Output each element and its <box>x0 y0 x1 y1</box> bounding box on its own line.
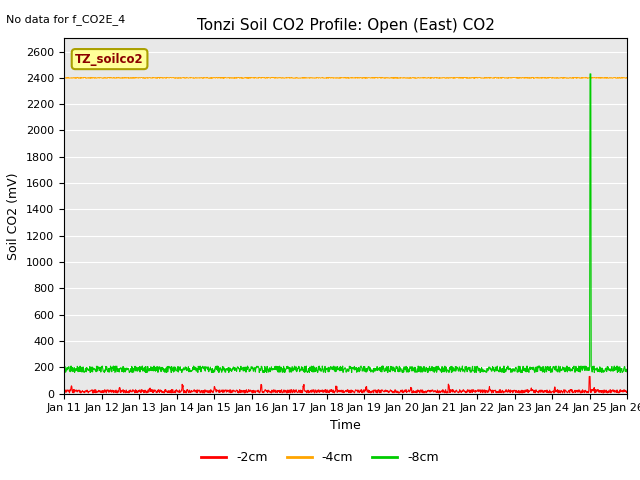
Line: -8cm: -8cm <box>64 74 627 372</box>
Line: -2cm: -2cm <box>64 376 627 393</box>
-2cm <box>248 390 256 396</box>
-8cm <box>186 365 193 371</box>
-4cm <box>623 75 631 81</box>
-4cm <box>434 75 442 81</box>
-8cm <box>623 369 631 375</box>
-2cm <box>557 389 564 395</box>
-4cm <box>268 74 276 80</box>
-2cm <box>433 390 441 396</box>
-4cm <box>508 75 515 81</box>
Text: TZ_soilco2: TZ_soilco2 <box>76 53 144 66</box>
-2cm <box>172 390 179 396</box>
-2cm <box>586 373 593 379</box>
-8cm <box>586 71 594 77</box>
Legend: -2cm, -4cm, -8cm: -2cm, -4cm, -8cm <box>196 446 444 469</box>
-4cm <box>172 75 179 81</box>
-2cm <box>60 387 68 393</box>
-8cm <box>591 370 598 375</box>
-2cm <box>623 389 631 395</box>
-2cm <box>186 389 193 395</box>
-4cm <box>248 75 256 81</box>
-4cm <box>557 75 565 81</box>
-4cm <box>186 75 193 81</box>
Line: -4cm: -4cm <box>64 77 627 78</box>
-4cm <box>381 75 389 81</box>
-8cm <box>248 364 256 370</box>
-8cm <box>172 364 179 370</box>
Y-axis label: Soil CO2 (mV): Soil CO2 (mV) <box>8 172 20 260</box>
-8cm <box>556 364 564 370</box>
-2cm <box>516 390 524 396</box>
X-axis label: Time: Time <box>330 419 361 432</box>
-8cm <box>433 368 441 373</box>
-8cm <box>507 365 515 371</box>
-2cm <box>507 387 515 393</box>
Title: Tonzi Soil CO2 Profile: Open (East) CO2: Tonzi Soil CO2 Profile: Open (East) CO2 <box>196 18 495 33</box>
Text: No data for f_CO2E_4: No data for f_CO2E_4 <box>6 14 125 25</box>
-8cm <box>60 368 68 374</box>
-4cm <box>60 75 68 81</box>
